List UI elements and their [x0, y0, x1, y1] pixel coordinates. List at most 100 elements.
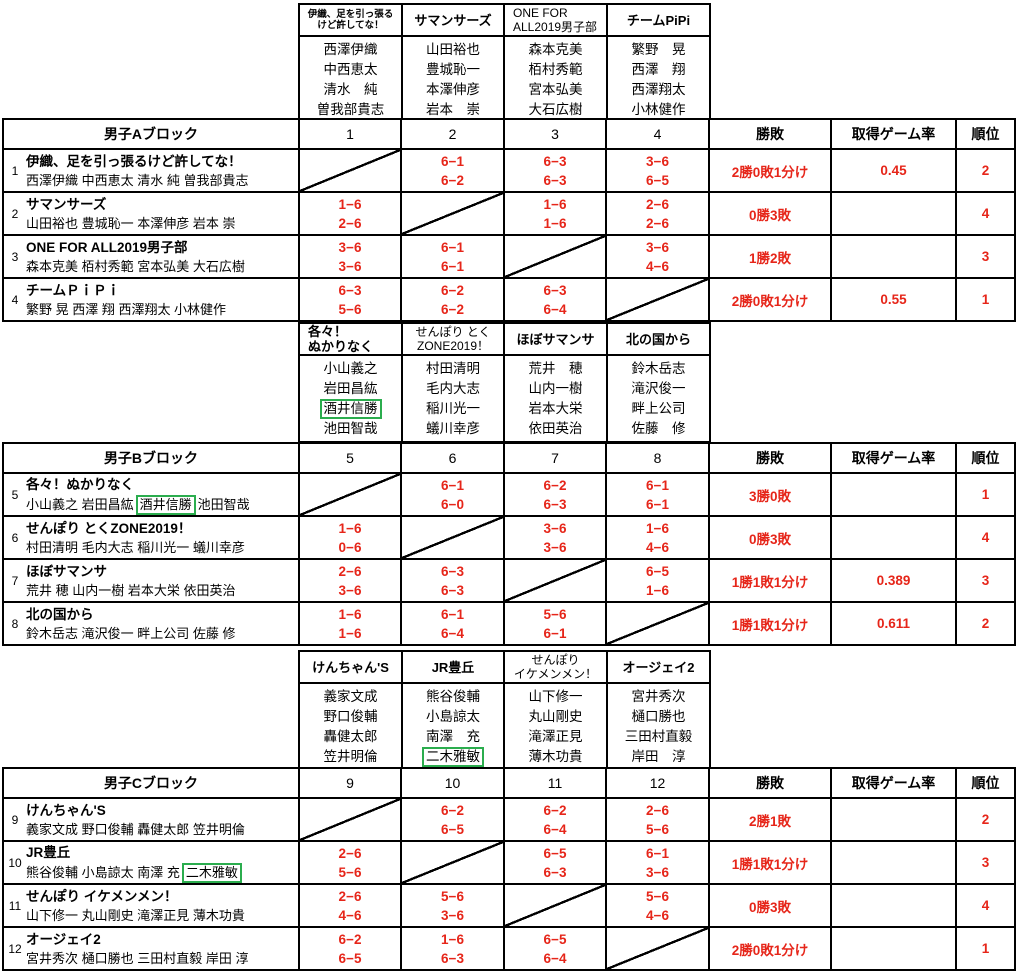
- panel-block-a: 伊織、足を引っ張る けど許してな！ サマンサーズ ONE FOR ALL2019男子…: [298, 3, 711, 124]
- score-cell: 6−2 6−2: [400, 277, 505, 322]
- rank-header: 順位: [955, 118, 1016, 150]
- record-cell: 2勝1敗: [708, 797, 832, 842]
- record-header: 勝敗: [708, 118, 832, 150]
- record-cell: 0勝3敗: [708, 191, 832, 236]
- rank-cell: 1: [955, 472, 1016, 517]
- score-cell-self: [605, 601, 710, 646]
- score-cell: 1−6 6−3: [400, 926, 505, 971]
- panel-team-members: 宮井秀次 樋口勝也 三田村直毅 岸田 淳: [606, 682, 711, 771]
- score-cell: 6−1 6−0: [400, 472, 505, 517]
- team-cell: 6 せんぽり とくZONE2019！ 村田清明 毛内大志 稲川光一 蟻川幸彦: [2, 515, 300, 560]
- team-row: 2 サマンサーズ 山田裕也 豊城恥一 本澤伸彦 岩本 崇 1−6 2−6 1−6 1−6…: [2, 191, 1016, 236]
- score-cell: 3−6 3−6: [503, 515, 607, 560]
- score-cell: 6−2 6−3: [503, 472, 607, 517]
- score-cell: 3−6 6−5: [605, 148, 710, 193]
- column-number: 7: [503, 442, 607, 474]
- panel-team-members: 繁野 晃西澤 翔西澤翔太 小林健作: [606, 35, 711, 124]
- rate-cell: 0.389: [830, 558, 957, 603]
- team-row: 8 北の国から 鈴木岳志 滝沢俊一 畔上公司 佐藤 修 1−6 1−6 6−1 6−4 …: [2, 601, 1016, 646]
- team-name: 伊織、足を引っ張るけど許してな！: [26, 153, 242, 169]
- team-cell: 12 オージェイ2 宮井秀次 樋口勝也 三田村直毅 岸田 淳: [2, 926, 300, 971]
- team-name: ほぼサマンサ: [26, 563, 107, 579]
- team-members: 小山義之 岩田昌紘 酒井信勝 池田智哉: [26, 494, 298, 515]
- row-number: 2: [11, 206, 19, 221]
- team-members: 鈴木岳志 滝沢俊一 畔上公司 佐藤 修: [26, 625, 236, 641]
- rank-header: 順位: [955, 767, 1016, 799]
- rank-cell: 3: [955, 234, 1016, 279]
- team-name: せんぽり とくZONE2019！: [26, 520, 192, 536]
- team-cell: 10 JR豊丘 熊谷俊輔 小島諒太 南澤 充二木雅敏: [2, 840, 300, 885]
- score-cell: 2−6 2−6: [605, 191, 710, 236]
- team-row: 11 せんぽり イケメンメン！ 山下修一 丸山剛史 滝澤正見 薄木功貴 2−6 4−6…: [2, 883, 1016, 928]
- column-number: 12: [605, 767, 710, 799]
- team-members: 山田裕也 豊城恥一 本澤伸彦 岩本 崇: [26, 215, 236, 231]
- team-name: オージェイ2: [26, 931, 101, 947]
- block-c-table: 男子Cブロック 9 10 11 12 勝敗 取得ゲーム率 順位 9 けんちゃん'S…: [2, 767, 1016, 971]
- team-row: 6 せんぽり とくZONE2019！ 村田清明 毛内大志 稲川光一 蟻川幸彦 1−6…: [2, 515, 1016, 560]
- column-number: 11: [503, 767, 607, 799]
- column-number: 6: [400, 442, 505, 474]
- team-row: 9 けんちゃん'S 義家文成 野口俊輔 轟健太郎 笠井明倫 6−2 6−5 6−2 6−…: [2, 797, 1016, 842]
- score-cell: 6−5 6−3: [503, 840, 607, 885]
- rank-cell: 3: [955, 558, 1016, 603]
- block-label: 男子Bブロック: [2, 442, 300, 474]
- record-header: 勝敗: [708, 767, 832, 799]
- row-number: 7: [11, 573, 19, 588]
- record-cell: 1勝2敗: [708, 234, 832, 279]
- team-cell: 11 せんぽり イケメンメン！ 山下修一 丸山剛史 滝澤正見 薄木功貴: [2, 883, 300, 928]
- rate-header: 取得ゲーム率: [830, 118, 957, 150]
- block-b-table: 男子Bブロック 5 6 7 8 勝敗 取得ゲーム率 順位 5 各々！ぬかりなく 小山…: [2, 442, 1016, 646]
- team-cell: 9 けんちゃん'S 義家文成 野口俊輔 轟健太郎 笠井明倫: [2, 797, 300, 842]
- block-label: 男子Aブロック: [2, 118, 300, 150]
- rate-cell: [830, 472, 957, 517]
- panel-team-title: ONE FOR ALL2019男子部: [503, 3, 608, 37]
- rate-cell: [830, 797, 957, 842]
- panel-team-members: 西澤伊織 中西恵太 清水 純曽我部貴志: [298, 35, 403, 124]
- team-members: 繁野 晃 西澤 翔 西澤翔太 小林健作: [26, 301, 227, 317]
- score-cell-self: [298, 472, 402, 517]
- score-cell-self: [605, 926, 710, 971]
- score-cell: 6−2 6−4: [503, 797, 607, 842]
- rank-cell: 2: [955, 601, 1016, 646]
- column-number: 10: [400, 767, 505, 799]
- score-cell: 2−6 4−6: [298, 883, 402, 928]
- panel-team-members: 荒井 穂山内一樹 岩本大栄 依田英治: [503, 354, 608, 443]
- panel-team-title: サマンサーズ: [401, 3, 505, 37]
- column-number: 5: [298, 442, 402, 474]
- panel-team-members: 熊谷俊輔 小島諒太 南澤 充二木雅敏: [401, 682, 505, 771]
- score-cell-self: [400, 191, 505, 236]
- team-row: 4 チームＰｉＰｉ 繁野 晃 西澤 翔 西澤翔太 小林健作 6−3 5−6 6−2 6−…: [2, 277, 1016, 322]
- block-label: 男子Cブロック: [2, 767, 300, 799]
- team-cell: 7 ほぼサマンサ 荒井 穂 山内一樹 岩本大栄 依田英治: [2, 558, 300, 603]
- rate-cell: 0.45: [830, 148, 957, 193]
- panel-team-members: 鈴木岳志 滝沢俊一 畔上公司 佐藤 修: [606, 354, 711, 443]
- rate-header: 取得ゲーム率: [830, 767, 957, 799]
- team-members: 宮井秀次 樋口勝也 三田村直毅 岸田 淳: [26, 950, 249, 966]
- score-cell: 6−5 1−6: [605, 558, 710, 603]
- team-members: 森本克美 栢村秀範 宮本弘美 大石広樹: [26, 258, 245, 274]
- team-name: せんぽり イケメンメン！: [26, 888, 178, 904]
- record-cell: 3勝0敗: [708, 472, 832, 517]
- team-cell: 2 サマンサーズ 山田裕也 豊城恥一 本澤伸彦 岩本 崇: [2, 191, 300, 236]
- team-name: 各々！ぬかりなく: [26, 476, 134, 492]
- rank-cell: 4: [955, 191, 1016, 236]
- panel-team-title: ほぼサマンサ: [503, 322, 608, 356]
- panel-team-title: オージェイ2: [606, 650, 711, 684]
- rate-cell: [830, 515, 957, 560]
- panel-team-members: 村田清明 毛内大志 稲川光一 蟻川幸彦: [401, 354, 505, 443]
- panel-team-title: せんぽり とく ZONE2019！: [401, 322, 505, 356]
- score-cell: 6−1 6−1: [400, 234, 505, 279]
- rate-header: 取得ゲーム率: [830, 442, 957, 474]
- team-members: 村田清明 毛内大志 稲川光一 蟻川幸彦: [26, 539, 245, 555]
- row-number: 8: [11, 616, 19, 631]
- score-cell-self: [503, 558, 607, 603]
- score-cell: 5−6 4−6: [605, 883, 710, 928]
- score-cell: 2−6 3−6: [298, 558, 402, 603]
- record-cell: 2勝0敗1分け: [708, 277, 832, 322]
- panel-team-title: 各々！ ぬかりなく: [298, 322, 403, 356]
- score-cell-self: [503, 883, 607, 928]
- score-cell: 2−6 5−6: [605, 797, 710, 842]
- score-cell: 6−3 6−3: [400, 558, 505, 603]
- rank-cell: 2: [955, 148, 1016, 193]
